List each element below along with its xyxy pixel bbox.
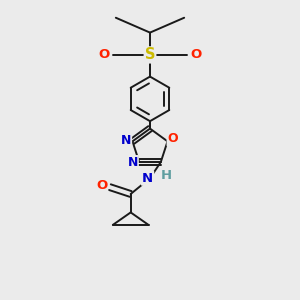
Text: O: O xyxy=(168,133,178,146)
Text: O: O xyxy=(190,48,202,62)
Text: O: O xyxy=(98,48,110,62)
Text: O: O xyxy=(96,179,107,192)
Text: N: N xyxy=(128,156,138,169)
Text: N: N xyxy=(142,172,153,185)
Text: S: S xyxy=(145,47,155,62)
Text: N: N xyxy=(121,134,131,147)
Text: H: H xyxy=(161,169,172,182)
